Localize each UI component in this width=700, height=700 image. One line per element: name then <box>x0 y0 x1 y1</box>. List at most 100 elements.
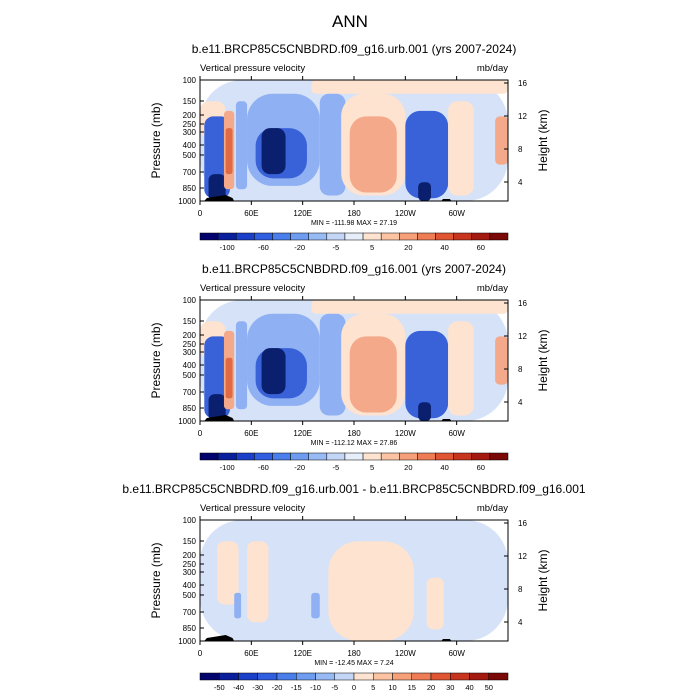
colorbar-swatch <box>344 232 364 241</box>
field-region-17 <box>418 402 431 421</box>
y-tick-label: 700 <box>183 168 197 177</box>
colorbar-swatch <box>326 452 346 461</box>
colorbar-label: 5 <box>370 463 374 472</box>
topography <box>204 415 452 421</box>
chart-panel-2: b.e11.BRCP85C5CNBDRD.f09_g16.001 (yrs 20… <box>149 262 550 472</box>
topography <box>204 635 452 641</box>
colorbar-swatch <box>257 672 278 681</box>
x-tick-label: 120E <box>293 649 312 658</box>
field-region-4 <box>328 541 414 641</box>
field-region-16 <box>405 110 449 199</box>
panel-title: b.e11.BRCP85C5CNBDRD.f09_g16.urb.001 (yr… <box>192 42 517 56</box>
colorbar-swatch <box>362 452 382 461</box>
colorbar-swatch <box>353 672 374 681</box>
colorbar-swatch <box>276 672 297 681</box>
y-tick-label: 1000 <box>178 417 196 426</box>
y-tick-label: 200 <box>183 551 197 560</box>
y-tick-label: 150 <box>183 317 197 326</box>
pressure-field <box>200 520 508 641</box>
colorbar-label: -100 <box>220 463 235 472</box>
colorbar-swatch <box>362 232 382 241</box>
y-right-tick-label: 4 <box>518 178 523 187</box>
y-right-tick-label: 4 <box>518 618 523 627</box>
y-tick-label: 250 <box>183 120 197 129</box>
colorbar-label: -30 <box>252 683 263 692</box>
colorbar-swatch <box>254 232 273 241</box>
colorbar-label: -50 <box>214 683 225 692</box>
field-region-7 <box>311 592 320 619</box>
x-tick-label: 60W <box>448 429 465 438</box>
colorbar-swatch <box>217 452 237 461</box>
y-right-axis-title: Height (km) <box>536 549 550 611</box>
colorbar-label: 40 <box>440 463 448 472</box>
colorbar-label: -5 <box>333 243 340 252</box>
x-tick-label: 60W <box>448 649 465 658</box>
colorbar-swatch <box>435 452 454 461</box>
y-right-tick-label: 12 <box>518 332 527 341</box>
field-region-18 <box>448 321 474 416</box>
y-tick-label: 700 <box>183 388 197 397</box>
x-tick-label: 0 <box>198 649 203 658</box>
colorbar-label: 20 <box>404 463 412 472</box>
chart-panel-3: b.e11.BRCP85C5CNBDRD.f09_g16.urb.001 - b… <box>122 482 585 692</box>
colorbar-label: 5 <box>371 683 375 692</box>
colorbar-swatch <box>471 452 491 461</box>
y-axis-title: Pressure (mb) <box>149 102 163 178</box>
field-region-19 <box>495 336 508 385</box>
y-tick-label: 1000 <box>178 197 196 206</box>
colorbar-label: -20 <box>294 243 305 252</box>
colorbar-swatch <box>217 232 237 241</box>
colorbar-swatch <box>334 672 355 681</box>
y-right-tick-label: 12 <box>518 552 527 561</box>
x-tick-label: 0 <box>198 209 203 218</box>
x-tick-label: 120W <box>395 649 416 658</box>
x-tick-label: 60E <box>244 209 258 218</box>
y-tick-label: 100 <box>183 516 197 525</box>
y-tick-label: 850 <box>183 404 197 413</box>
colorbar-swatch <box>254 452 273 461</box>
colorbar-label: 20 <box>404 243 412 252</box>
x-tick-label: 180 <box>347 649 361 658</box>
y-right-tick-label: 8 <box>518 145 523 154</box>
variable-label: Vertical pressure velocity <box>200 503 305 514</box>
colorbar-swatch <box>453 452 473 461</box>
y-tick-label: 100 <box>183 296 197 305</box>
x-tick-label: 180 <box>347 429 361 438</box>
colorbar-swatch <box>290 232 309 241</box>
colorbar-swatch <box>296 672 316 681</box>
y-tick-label: 250 <box>183 340 197 349</box>
colorbar-label: 40 <box>440 243 448 252</box>
y-right-axis-title: Height (km) <box>536 109 550 171</box>
colorbar-label: 15 <box>408 683 416 692</box>
field-region-16 <box>405 330 449 419</box>
colorbar-label: 20 <box>427 683 435 692</box>
topography <box>204 195 452 201</box>
field-region-11 <box>261 128 286 175</box>
y-axis-title: Pressure (mb) <box>149 542 163 618</box>
field-region-2 <box>311 80 508 94</box>
x-tick-label: 120W <box>395 429 416 438</box>
colorbar-swatch <box>417 232 436 241</box>
field-region-7 <box>225 128 233 175</box>
pressure-field <box>200 300 508 421</box>
x-tick-label: 120E <box>293 429 312 438</box>
page-title: ANN <box>332 12 368 31</box>
field-region-5 <box>208 394 226 421</box>
colorbar-label: -60 <box>258 243 269 252</box>
min-max-label: MIN = -112.12 MAX = 27.86 <box>311 440 398 447</box>
x-tick-label: 0 <box>198 429 203 438</box>
y-tick-label: 300 <box>183 348 197 357</box>
y-right-axis-title: Height (km) <box>536 329 550 391</box>
colorbar-swatch <box>417 452 436 461</box>
units-label: mb/day <box>477 63 508 74</box>
colorbar-swatch <box>308 452 328 461</box>
field-region-17 <box>418 182 431 201</box>
y-tick-label: 850 <box>183 624 197 633</box>
field-region-8 <box>235 321 248 410</box>
y-tick-label: 700 <box>183 608 197 617</box>
colorbar-swatch <box>238 672 258 681</box>
colorbar-label: -20 <box>294 463 305 472</box>
y-right-tick-label: 16 <box>518 519 527 528</box>
x-tick-label: 60W <box>448 209 465 218</box>
field-region-15 <box>354 137 393 190</box>
